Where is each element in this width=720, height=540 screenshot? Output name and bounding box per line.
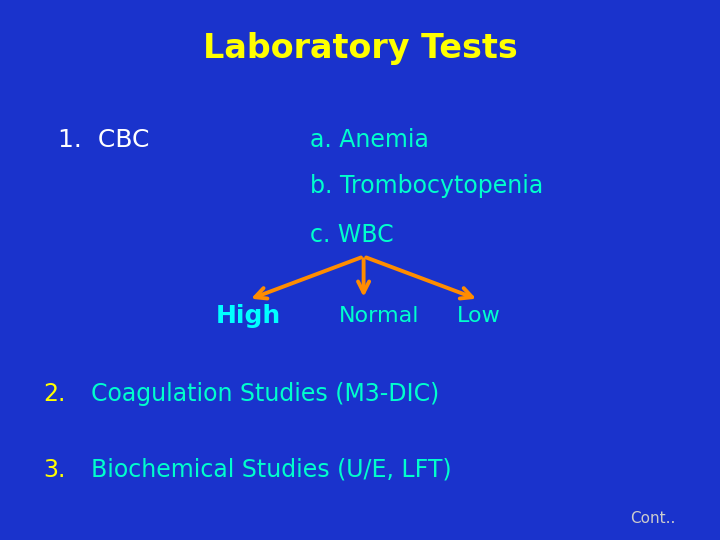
Text: Coagulation Studies (M3-DIC): Coagulation Studies (M3-DIC) <box>76 382 439 406</box>
Text: c. WBC: c. WBC <box>310 223 393 247</box>
Text: a. Anemia: a. Anemia <box>310 129 428 152</box>
Text: Cont..: Cont.. <box>630 511 675 526</box>
Text: Biochemical Studies (U/E, LFT): Biochemical Studies (U/E, LFT) <box>76 458 451 482</box>
Text: 2.: 2. <box>43 382 66 406</box>
Text: 3.: 3. <box>43 458 66 482</box>
Text: b. Trombocytopenia: b. Trombocytopenia <box>310 174 543 198</box>
Text: Laboratory Tests: Laboratory Tests <box>202 32 518 65</box>
Text: High: High <box>216 304 282 328</box>
Text: Low: Low <box>457 306 501 326</box>
Text: Normal: Normal <box>338 306 419 326</box>
Text: 1.  CBC: 1. CBC <box>58 129 149 152</box>
